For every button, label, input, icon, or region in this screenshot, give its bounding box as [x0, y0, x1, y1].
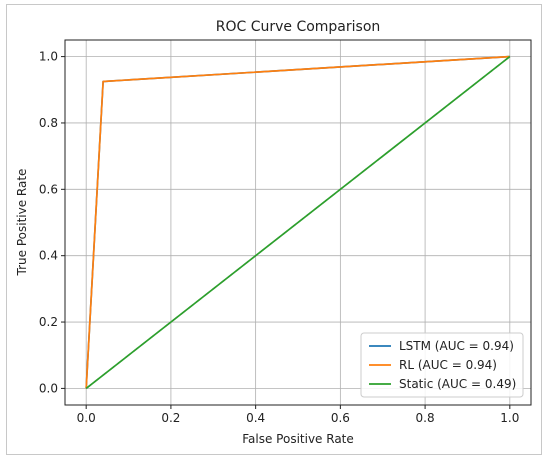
y-tick-label: 0.8 [39, 116, 58, 130]
y-tick-label: 0.0 [39, 381, 58, 395]
y-tick-label: 1.0 [39, 50, 58, 64]
x-tick-label: 0.0 [77, 411, 96, 425]
legend-label: RL (AUC = 0.94) [399, 358, 497, 372]
plot-area [64, 39, 532, 406]
chart-title: ROC Curve Comparison [216, 19, 381, 35]
y-tick-label: 0.4 [39, 249, 58, 263]
x-tick-label: 0.2 [161, 411, 180, 425]
x-axis-label: False Positive Rate [242, 432, 354, 446]
x-tick-label: 0.6 [331, 411, 350, 425]
y-tick-label: 0.6 [39, 182, 58, 196]
legend-label: LSTM (AUC = 0.94) [399, 339, 514, 353]
series-lines [85, 55, 511, 390]
x-tick-label: 0.4 [246, 411, 265, 425]
legend-label: Static (AUC = 0.49) [399, 377, 516, 391]
x-tick-label: 1.0 [500, 411, 519, 425]
y-axis-label: True Positive Rate [15, 169, 29, 277]
legend-box [360, 332, 524, 398]
series-line [85, 55, 510, 389]
y-tick-label: 0.2 [39, 315, 58, 329]
ticks: 0.0 0.2 0.4 0.6 0.8 1.0 0.0 0.2 0.4 0.6 0.8 1.0 [39, 50, 519, 425]
x-tick-label: 0.8 [416, 411, 435, 425]
series-line [85, 55, 511, 390]
legend: LSTM (AUC = 0.94) RL (AUC = 0.94) Static (… [360, 332, 524, 398]
